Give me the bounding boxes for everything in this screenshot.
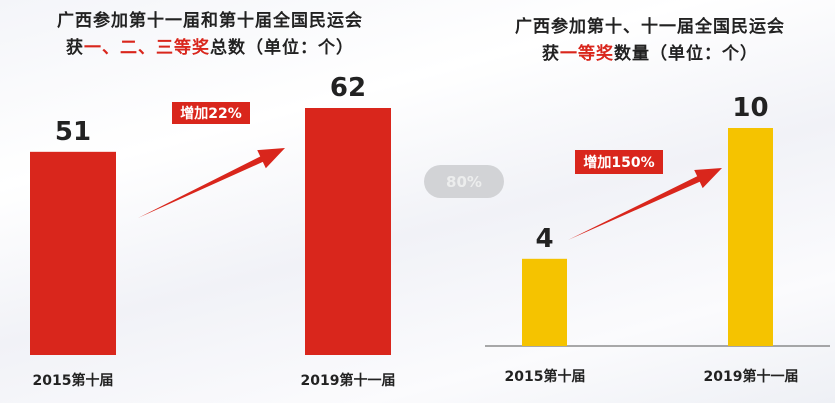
title-highlight: 一等奖 xyxy=(560,44,614,64)
right-title-line2: 获一等奖数量（单位：个） xyxy=(465,41,835,68)
growth-arrow xyxy=(138,148,285,218)
bar-2019第十一届 xyxy=(305,108,391,355)
growth-badge xyxy=(172,102,250,124)
title-text: 获 xyxy=(542,44,560,64)
title-highlight: 一、二、三等奖 xyxy=(84,38,210,58)
x-tick-label: 2019第十一届 xyxy=(301,372,396,389)
left-title-line1: 广西参加第十一届和第十届全国民运会 xyxy=(57,11,363,31)
growth-badge xyxy=(575,150,663,174)
bar-value-label: 4 xyxy=(535,224,553,254)
growth-badge-label: 增加22% xyxy=(180,105,242,122)
bar-value-label: 51 xyxy=(55,117,91,147)
bar-value-label: 62 xyxy=(330,73,366,103)
growth-arrow xyxy=(568,168,722,240)
bar-2015第十届 xyxy=(522,258,567,346)
zoom-indicator: 80% xyxy=(424,165,504,198)
x-tick-label: 2019第十一届 xyxy=(704,368,799,385)
bar-value-label: 10 xyxy=(732,93,768,123)
growth-badge-label: 增加150% xyxy=(583,154,654,171)
x-tick-label: 2015第十届 xyxy=(33,372,114,389)
title-text: 数量（单位：个） xyxy=(614,44,758,64)
x-tick-label: 2015第十届 xyxy=(505,368,586,385)
title-text: 总数（单位：个） xyxy=(210,38,354,58)
bar-2015第十届 xyxy=(30,151,116,355)
left-title-line2: 获一、二、三等奖总数（单位：个） xyxy=(0,35,420,62)
right-title-line1: 广西参加第十、十一届全国民运会 xyxy=(515,17,785,37)
title-text: 获 xyxy=(66,38,84,58)
left-chart-title: 广西参加第十一届和第十届全国民运会 获一、二、三等奖总数（单位：个） xyxy=(0,8,420,62)
bar-2019第十一届 xyxy=(728,128,773,346)
right-chart-title: 广西参加第十、十一届全国民运会 获一等奖数量（单位：个） xyxy=(465,14,835,68)
